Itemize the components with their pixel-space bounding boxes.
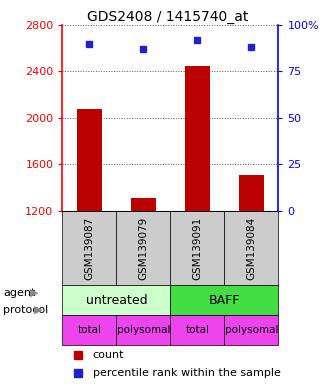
Bar [62,315,116,345]
Bar [171,315,224,345]
Bar [239,175,264,211]
Text: percentile rank within the sample: percentile rank within the sample [93,368,281,378]
Text: GSM139091: GSM139091 [192,217,203,280]
Bar [171,285,278,315]
Bar [185,66,210,211]
Text: BAFF: BAFF [209,294,240,307]
Text: GDS2408 / 1415740_at: GDS2408 / 1415740_at [87,10,249,23]
Text: ▶: ▶ [34,305,42,315]
Bar [77,109,101,211]
Bar [131,198,156,211]
Bar [116,315,171,345]
Text: polysomal: polysomal [225,325,278,335]
Text: protocol: protocol [3,305,48,315]
Text: ▶: ▶ [30,288,39,298]
Text: total: total [77,325,101,335]
Text: agent: agent [3,288,36,298]
Text: count: count [93,350,124,360]
Bar [171,211,224,285]
Text: GSM139087: GSM139087 [84,217,94,280]
Bar [224,211,278,285]
Text: untreated: untreated [85,294,147,307]
Bar [224,315,278,345]
Bar [62,211,116,285]
Text: polysomal: polysomal [117,325,170,335]
Bar [62,285,171,315]
Bar [116,211,171,285]
Text: GSM139079: GSM139079 [139,217,148,280]
Text: GSM139084: GSM139084 [246,217,256,280]
Text: total: total [185,325,209,335]
